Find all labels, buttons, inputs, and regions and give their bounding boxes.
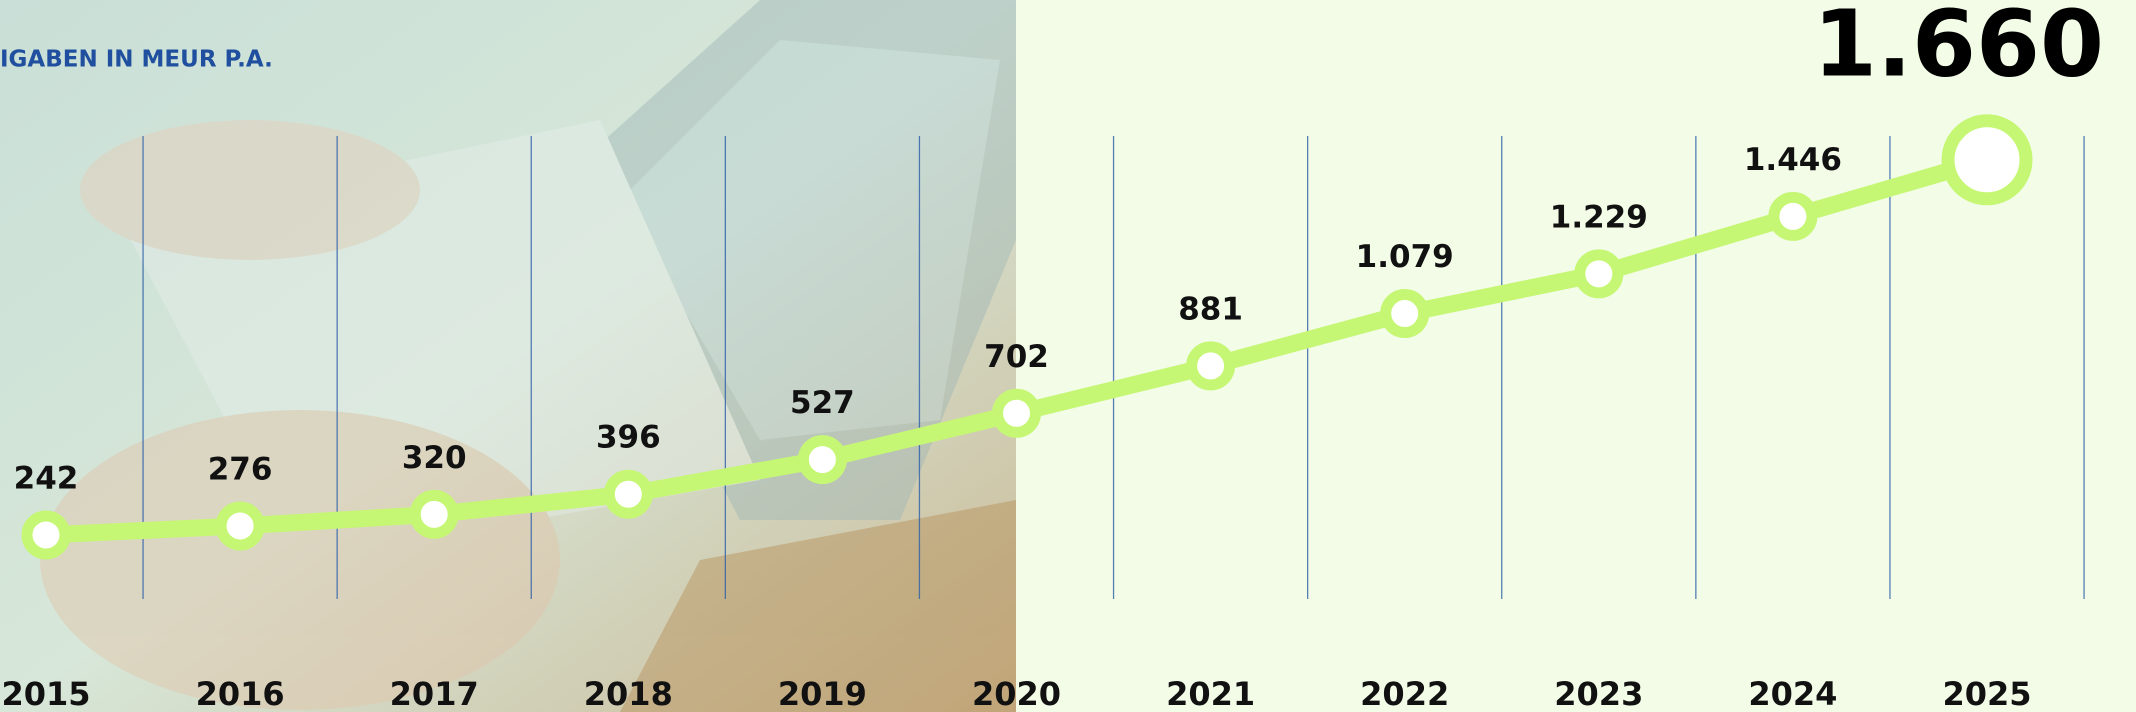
value-label: 702 [984, 339, 1049, 375]
value-label: 1.229 [1550, 199, 1648, 235]
x-tick-label: 2023 [1554, 675, 1643, 712]
data-point [998, 394, 1036, 432]
value-label: 527 [790, 385, 855, 421]
x-tick-label: 2017 [390, 675, 479, 712]
value-label: 276 [208, 451, 273, 487]
data-point [1580, 255, 1618, 293]
data-point [609, 475, 647, 513]
value-label: 881 [1178, 291, 1243, 327]
x-tick-label: 2016 [196, 675, 285, 712]
data-point [803, 441, 841, 479]
x-tick-label: 2021 [1166, 675, 1255, 712]
value-label: 1.660 [1813, 0, 2104, 97]
data-point [27, 516, 65, 554]
data-point [1192, 347, 1230, 385]
data-point [1774, 197, 1812, 235]
page: {"chart_data": {"type": "line", "title":… [0, 0, 2136, 712]
value-label: 242 [14, 460, 79, 496]
x-tick-label: 2024 [1748, 675, 1837, 712]
value-label: 320 [402, 440, 467, 476]
value-label: 396 [596, 420, 661, 456]
data-point [415, 495, 453, 533]
data-point [1386, 295, 1424, 333]
value-label: 1.079 [1356, 239, 1454, 275]
chart-title: IGABEN IN MEUR P.A. [0, 47, 273, 73]
x-tick-label: 2025 [1942, 675, 2031, 712]
chart: IGABEN IN MEUR P.A. 242 2015 276 2016 320 201… [0, 0, 2136, 712]
x-tick-label: 2019 [778, 675, 867, 712]
x-tick-label: 2015 [1, 675, 90, 712]
x-tick-label: 2022 [1360, 675, 1449, 712]
value-label: 1.446 [1744, 142, 1842, 178]
data-point [1948, 121, 2026, 199]
data-point [221, 507, 259, 545]
x-tick-label: 2018 [584, 675, 673, 712]
x-tick-label: 2020 [972, 675, 1061, 712]
